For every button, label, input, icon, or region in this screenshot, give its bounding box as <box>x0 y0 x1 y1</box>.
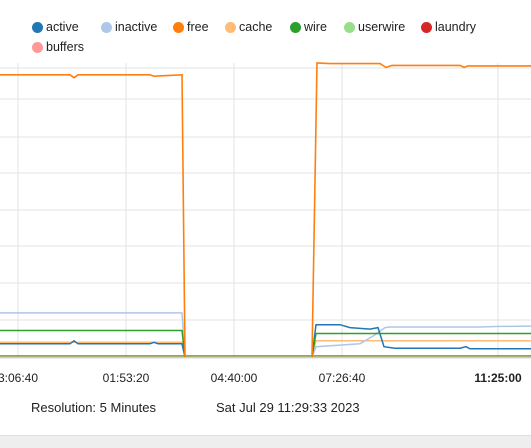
legend-item-laundry[interactable]: laundry <box>421 20 476 34</box>
legend-swatch <box>290 21 301 33</box>
legend-item-inactive[interactable]: inactive <box>101 20 157 34</box>
legend-swatch <box>32 21 43 33</box>
legend-label: inactive <box>115 20 158 34</box>
timestamp-label: Sat Jul 29 11:29:33 2023 <box>216 400 360 415</box>
series-line-wire <box>0 329 186 358</box>
legend-item-wire[interactable]: wire <box>290 20 327 34</box>
resolution-label: Resolution: 5 Minutes <box>31 400 157 415</box>
series-line-inactive <box>311 325 531 358</box>
x-tick-label: 3:06:40 <box>0 371 38 385</box>
legend-label: wire <box>304 20 327 34</box>
series-line-wire <box>311 332 531 358</box>
series-line-free <box>311 62 531 358</box>
series-line-free <box>0 73 186 358</box>
legend-label: laundry <box>435 20 476 34</box>
legend-label: buffers <box>46 40 84 54</box>
x-tick-label: 01:53:20 <box>103 371 150 385</box>
x-tick-label: 11:25:00 <box>474 371 522 385</box>
bottom-bar <box>0 435 531 448</box>
legend-item-free[interactable]: free <box>173 20 209 34</box>
series-line-active <box>0 339 186 358</box>
chart-legend: active inactive free cache wire userwire laund… <box>0 0 531 58</box>
x-tick-label: 04:40:00 <box>211 371 258 385</box>
memory-chart: 3:06:40 01:53:20 04:40:00 07:26:40 11:25:00 <box>0 62 531 385</box>
legend-item-cache[interactable]: cache <box>225 20 272 34</box>
legend-swatch <box>32 41 43 53</box>
legend-item-userwire[interactable]: userwire <box>344 20 405 34</box>
chart-footer: Resolution: 5 Minutes Sat Jul 29 11:29:3… <box>0 396 531 420</box>
series-line-active <box>311 323 531 358</box>
legend-item-buffers[interactable]: buffers <box>32 40 84 54</box>
legend-swatch <box>173 21 184 33</box>
legend-swatch <box>344 21 355 33</box>
legend-label: cache <box>239 20 273 34</box>
legend-item-active[interactable]: active <box>32 20 79 34</box>
legend-label: free <box>187 20 209 34</box>
x-tick-label: 07:26:40 <box>319 371 366 385</box>
legend-label: userwire <box>358 20 406 34</box>
legend-swatch <box>421 21 432 33</box>
legend-swatch <box>101 21 112 33</box>
legend-swatch <box>225 21 236 33</box>
legend-label: active <box>46 20 79 34</box>
